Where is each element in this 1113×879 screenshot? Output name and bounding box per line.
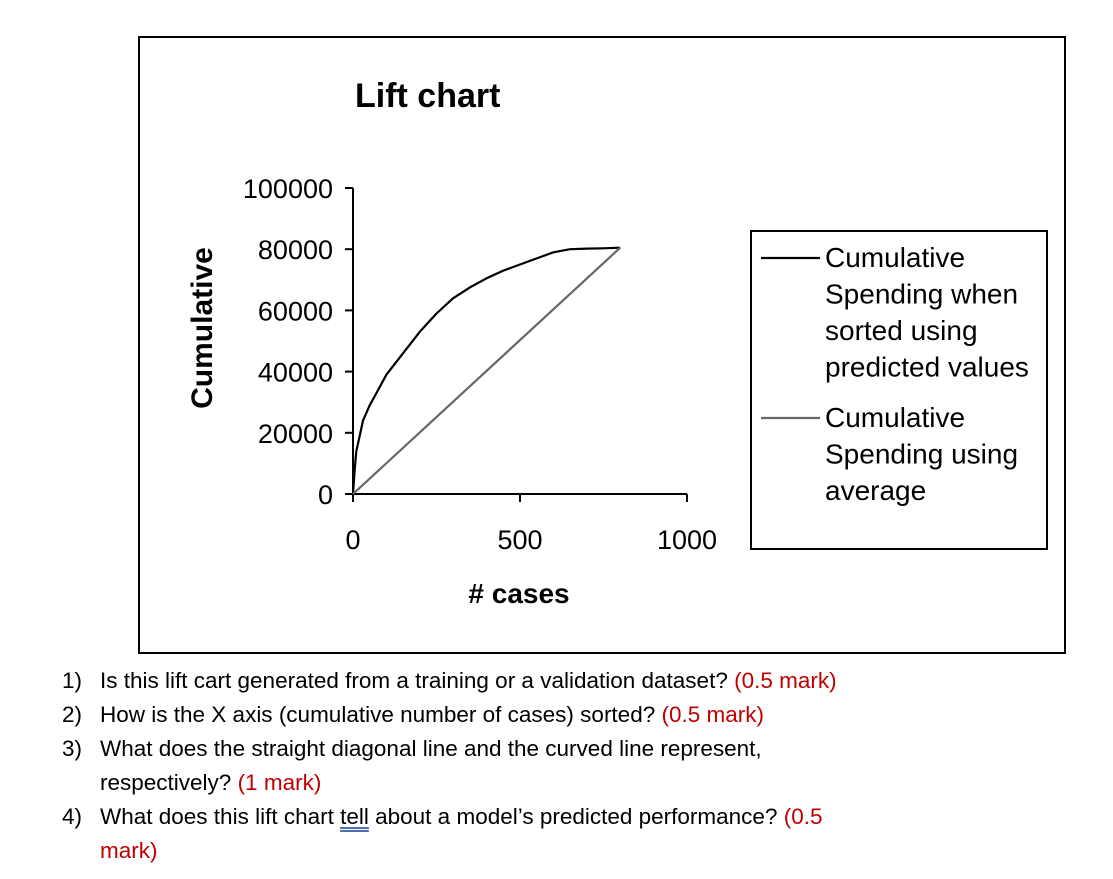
question-mark-value: (0.5 mark)	[734, 668, 837, 693]
x-tick-label: 1000	[657, 525, 717, 555]
x-tick-label: 0	[345, 525, 360, 555]
legend-label: Spending when	[825, 279, 1018, 310]
question-text: about a model’s predicted performance?	[368, 804, 784, 829]
question-mark-value: mark)	[100, 838, 158, 863]
question-text: What does this lift chart	[100, 804, 341, 829]
y-tick-label: 100000	[243, 174, 333, 204]
legend-label: average	[825, 475, 926, 506]
question-text: respectively?	[100, 770, 238, 795]
question-item: 4) What does this lift chart tell about a…	[62, 800, 1062, 868]
chart-title: Lift chart	[355, 77, 500, 115]
legend-label: sorted using	[825, 315, 978, 346]
lift-chart: Lift chart Cumulative # cases 0 20000 4000…	[186, 77, 1048, 609]
series-line-average	[352, 246, 621, 495]
series-line-predicted	[351, 246, 621, 495]
legend-label: Spending using	[825, 439, 1018, 470]
legend-label: Cumulative	[825, 402, 965, 433]
y-tick-label: 80000	[258, 235, 333, 265]
question-text: How is the X axis (cumulative number of …	[100, 702, 662, 727]
question-mark-value: (1 mark)	[237, 770, 322, 795]
question-mark-value: (0.5	[783, 804, 823, 829]
legend: Cumulative Spending when sorted using predi…	[750, 230, 1048, 550]
question-text: Is this lift cart generated from a train…	[100, 668, 735, 693]
question-item: 2) How is the X axis (cumulative number o…	[62, 698, 1062, 732]
x-tick-label: 500	[497, 525, 542, 555]
legend-label: Cumulative	[825, 242, 965, 273]
series-lines	[351, 246, 621, 495]
question-text: What does the straight diagonal line and…	[100, 736, 762, 761]
y-tick-label: 60000	[258, 296, 333, 326]
question-item: 1) Is this lift cart generated from a tra…	[62, 664, 1062, 698]
legend-box	[750, 230, 1048, 550]
chart-frame: Lift chart Cumulative # cases 0 20000 4000…	[138, 36, 1066, 654]
question-underlined-word: tell	[340, 804, 369, 829]
question-list: 1) Is this lift cart generated from a tra…	[62, 664, 1062, 868]
question-number: 3)	[62, 736, 83, 761]
question-number: 1)	[62, 668, 83, 693]
question-item: 3) What does the straight diagonal line a…	[62, 732, 1062, 800]
y-tick-label: 20000	[258, 419, 333, 449]
question-mark-value: (0.5 mark)	[661, 702, 764, 727]
question-number: 4)	[62, 804, 83, 829]
x-axis-label: # cases	[468, 578, 569, 609]
axes: 0 20000 40000 60000 80000 100000 0 500 1000	[243, 174, 717, 555]
y-axis-label: Cumulative	[186, 247, 219, 409]
y-tick-label: 0	[318, 480, 333, 510]
question-number: 2)	[62, 702, 83, 727]
y-tick-label: 40000	[258, 358, 333, 388]
legend-label: predicted values	[825, 352, 1029, 383]
